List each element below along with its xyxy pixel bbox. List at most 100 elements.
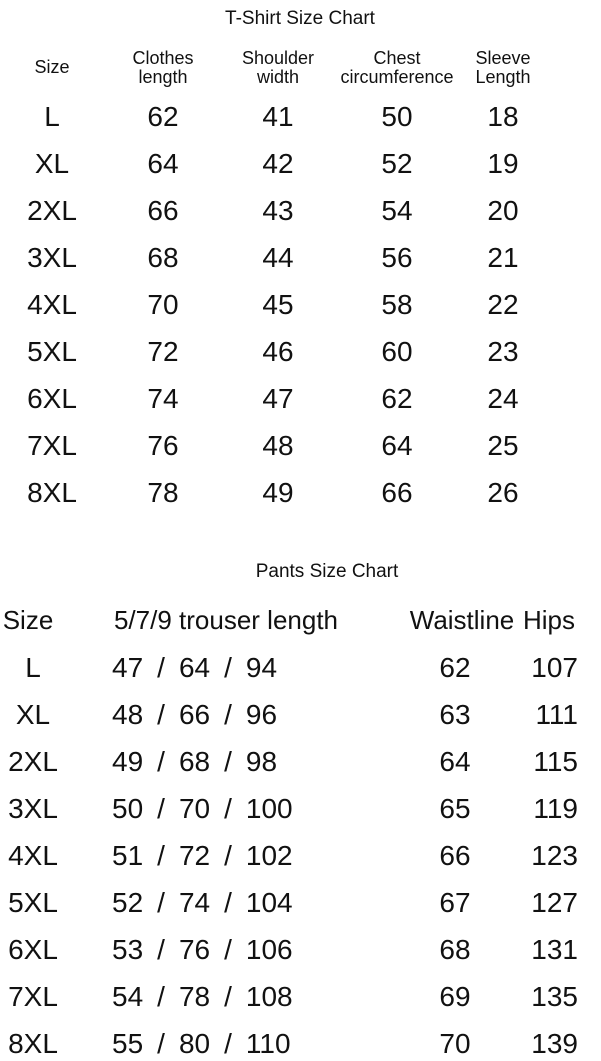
- trouser-length-value: 76: [178, 934, 211, 965]
- trouser-length-cell: 51 / 72 / 102: [112, 841, 293, 871]
- trouser-length-value: 52: [112, 887, 144, 918]
- trouser-length-value: 51: [112, 840, 144, 871]
- separator: /: [224, 793, 232, 824]
- size-cell: 3XL: [8, 793, 58, 824]
- trouser-length-value: 80: [178, 1028, 211, 1059]
- waistline-cell: 68: [439, 934, 471, 965]
- measurement-cell: 50: [381, 101, 413, 132]
- measurement-cell: 21: [487, 242, 519, 273]
- measurement-cell: 44: [262, 242, 294, 273]
- measurement-cell: 48: [262, 430, 294, 461]
- column-header: Chest circumference: [340, 49, 453, 87]
- size-cell: 7XL: [27, 430, 77, 461]
- separator: /: [157, 746, 165, 777]
- separator: /: [224, 699, 232, 730]
- size-cell: XL: [34, 148, 70, 179]
- column-header-line: Chest: [373, 48, 421, 68]
- size-cell: 3XL: [27, 242, 77, 273]
- separator: /: [224, 981, 232, 1012]
- measurement-cell: 20: [487, 195, 519, 226]
- trouser-length-value: 49: [112, 746, 144, 777]
- size-cell: 6XL: [27, 383, 77, 414]
- measurement-cell: 72: [147, 336, 179, 367]
- measurement-cell: 22: [487, 289, 519, 320]
- separator: /: [157, 652, 165, 683]
- trouser-length-value: 66: [178, 699, 211, 730]
- measurement-cell: 68: [147, 242, 179, 273]
- trouser-length-value: 64: [178, 652, 211, 683]
- separator: /: [157, 934, 165, 965]
- trouser-length-value: 50: [112, 793, 144, 824]
- measurement-cell: 62: [381, 383, 413, 414]
- size-cell: L: [25, 652, 41, 683]
- trouser-length-value: 55: [112, 1028, 144, 1059]
- measurement-cell: 58: [381, 289, 413, 320]
- trouser-length-value: 53: [112, 934, 144, 965]
- measurement-cell: 41: [262, 101, 294, 132]
- column-header: Sleeve Length: [475, 49, 530, 87]
- column-header-line: length: [138, 67, 188, 87]
- trouser-length-value: 98: [245, 746, 278, 777]
- waistline-cell: 65: [439, 793, 471, 824]
- trouser-length-value: 96: [245, 699, 278, 730]
- column-header: Size: [2, 605, 54, 635]
- column-header: 5/7/9 trouser length: [113, 605, 339, 635]
- waistline-cell: 69: [439, 981, 471, 1012]
- size-cell: 7XL: [8, 981, 58, 1012]
- trouser-length-value: 108: [245, 981, 293, 1012]
- trouser-length-cell: 53 / 76 / 106: [112, 935, 293, 965]
- trouser-length-value: 70: [178, 793, 211, 824]
- measurement-cell: 26: [487, 477, 519, 508]
- measurement-cell: 78: [147, 477, 179, 508]
- measurement-cell: 70: [147, 289, 179, 320]
- trouser-length-cell: 50 / 70 / 100: [112, 794, 293, 824]
- separator: /: [224, 746, 232, 777]
- separator: /: [224, 1028, 232, 1059]
- size-cell: 2XL: [27, 195, 77, 226]
- trouser-length-value: 94: [245, 652, 278, 683]
- measurement-cell: 74: [147, 383, 179, 414]
- hips-cell: 135: [531, 981, 578, 1012]
- column-header-line: Size: [34, 57, 70, 77]
- size-cell: 2XL: [8, 746, 58, 777]
- column-header: Clothes length: [132, 49, 193, 87]
- trouser-length-value: 102: [245, 840, 293, 871]
- hips-cell: 111: [535, 699, 578, 730]
- trouser-length-cell: 55 / 80 / 110: [112, 1029, 291, 1059]
- separator: /: [157, 793, 165, 824]
- measurement-cell: 64: [381, 430, 413, 461]
- hips-cell: 127: [531, 887, 578, 918]
- measurement-cell: 43: [262, 195, 294, 226]
- column-header: Hips: [522, 605, 576, 635]
- size-cell: 4XL: [27, 289, 77, 320]
- measurement-cell: 18: [487, 101, 519, 132]
- measurement-cell: 25: [487, 430, 519, 461]
- column-header-line: Shoulder: [241, 48, 315, 68]
- waistline-cell: 66: [439, 840, 471, 871]
- size-cell: XL: [15, 699, 51, 730]
- separator: /: [224, 934, 232, 965]
- hips-cell: 139: [531, 1028, 578, 1059]
- size-cell: 5XL: [8, 887, 58, 918]
- size-cell: 8XL: [27, 477, 77, 508]
- hips-cell: 119: [533, 793, 578, 824]
- trouser-length-value: 104: [245, 887, 293, 918]
- trouser-length-value: 100: [245, 793, 293, 824]
- separator: /: [224, 840, 232, 871]
- trouser-length-cell: 52 / 74 / 104: [112, 888, 293, 918]
- separator: /: [157, 699, 165, 730]
- separator: /: [157, 840, 165, 871]
- measurement-cell: 47: [262, 383, 294, 414]
- trouser-length-value: 110: [245, 1028, 291, 1059]
- separator: /: [224, 887, 232, 918]
- trouser-length-cell: 49 / 68 / 98: [112, 747, 277, 777]
- measurement-cell: 64: [147, 148, 179, 179]
- measurement-cell: 54: [381, 195, 413, 226]
- measurement-cell: 60: [381, 336, 413, 367]
- waistline-cell: 64: [439, 746, 471, 777]
- measurement-cell: 66: [381, 477, 413, 508]
- column-header-line: Sleeve: [475, 48, 531, 68]
- waistline-cell: 70: [439, 1028, 471, 1059]
- measurement-cell: 46: [262, 336, 294, 367]
- measurement-cell: 76: [147, 430, 179, 461]
